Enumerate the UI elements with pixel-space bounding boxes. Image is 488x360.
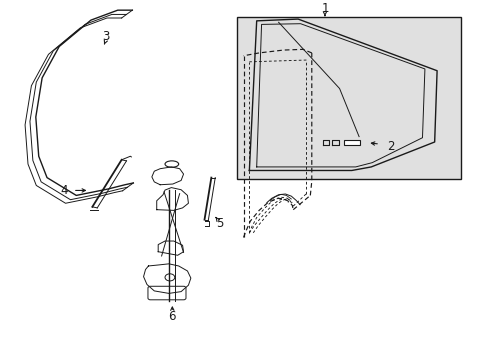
Circle shape: [164, 274, 174, 281]
Text: 5: 5: [216, 217, 224, 230]
FancyBboxPatch shape: [148, 286, 185, 300]
Text: 2: 2: [386, 140, 394, 153]
Bar: [343, 140, 359, 145]
Ellipse shape: [164, 161, 178, 167]
Text: 4: 4: [60, 184, 68, 197]
Text: 1: 1: [321, 2, 328, 15]
Text: 3: 3: [102, 30, 109, 43]
Bar: [237, 17, 461, 179]
Text: 6: 6: [168, 310, 176, 323]
